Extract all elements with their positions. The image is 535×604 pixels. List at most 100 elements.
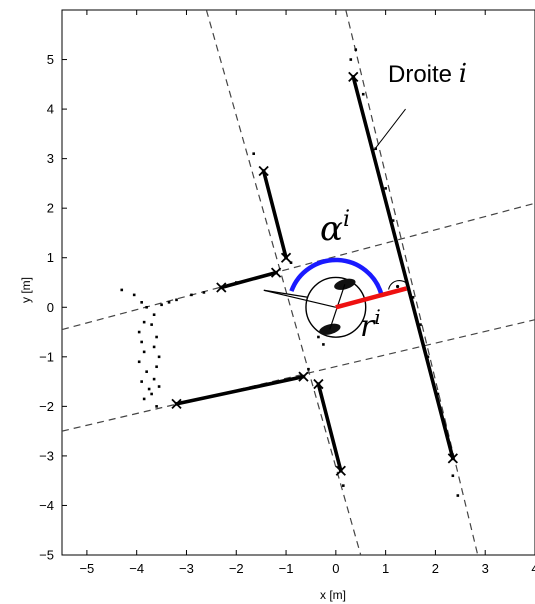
scan-point-27 — [202, 291, 206, 294]
dashed-line-0 — [205, 10, 362, 555]
r-label: ri — [360, 305, 381, 344]
endpoint-marker-2 — [258, 165, 269, 177]
r-segment — [335, 286, 408, 310]
tick-group: −5 −4 −3 −2 −1 0 1 2 3 4 5 4 3 2 1 0 −1 −2 −3 −4 −5 — [39, 10, 535, 576]
y-tick-label-9: −4 — [39, 498, 54, 513]
endpoint-marker-1 — [447, 453, 458, 464]
dashed-line-3 — [62, 319, 535, 432]
scan-point-34 — [384, 187, 387, 190]
scan-point-15 — [157, 385, 161, 388]
x-axis-label: x [m] — [320, 588, 346, 602]
scan-point-45 — [322, 343, 325, 346]
alpha-label: αi — [320, 207, 350, 249]
scan-point-26 — [190, 293, 193, 297]
y-tick-label-5: 0 — [47, 300, 54, 315]
scan-point-8 — [137, 360, 141, 364]
scan-point-17 — [155, 365, 158, 369]
scan-point-40 — [436, 392, 440, 396]
plot-frame — [61, 9, 535, 556]
scan-point-5 — [137, 330, 141, 334]
scan-point-3 — [145, 305, 148, 309]
x-tick-label-7: 2 — [432, 561, 439, 576]
x-tick-label-0: −5 — [79, 561, 94, 576]
endpoint-marker-6 — [171, 398, 182, 410]
endpoint-marker-4 — [216, 282, 227, 293]
scan-point-42 — [451, 474, 455, 478]
scan-point-38 — [419, 323, 422, 326]
endpoint-marker-3 — [280, 252, 292, 263]
scan-point-46 — [342, 484, 345, 487]
scan-point-11 — [147, 387, 151, 391]
endpoint-marker-7 — [298, 371, 309, 382]
x-tick-label-9: 4 — [531, 561, 535, 576]
segment-0 — [351, 75, 455, 461]
right-angle-dot — [395, 284, 400, 289]
robot-heading-line — [263, 289, 336, 308]
segment-4 — [316, 382, 343, 473]
scan-point-13 — [155, 405, 158, 408]
y-tick-label-4: 1 — [47, 250, 54, 265]
robot-pointer-line — [263, 289, 308, 298]
dashed-line-2 — [62, 202, 535, 331]
scan-point-47 — [307, 367, 310, 371]
segment-group — [174, 75, 455, 473]
y-tick-label-8: −3 — [39, 448, 54, 463]
scan-point-49 — [289, 261, 293, 264]
robot-group — [263, 257, 410, 338]
endpoint-marker-8 — [313, 378, 324, 390]
scan-point-31 — [349, 58, 353, 61]
y-tick-label-7: −2 — [39, 399, 54, 414]
segment-2 — [219, 270, 278, 290]
y-tick-label-0: 5 — [47, 52, 54, 67]
x-tick-label-2: −3 — [179, 561, 194, 576]
scan-point-2 — [140, 301, 143, 304]
scan-point-22 — [152, 313, 156, 317]
scan-point-43 — [456, 494, 460, 497]
scan-point-18 — [157, 355, 161, 359]
scan-point-21 — [150, 323, 153, 326]
scan-point-30 — [354, 48, 358, 51]
scan-point-20 — [155, 335, 158, 339]
y-tick-label-2: 3 — [47, 151, 54, 166]
scan-point-48 — [252, 152, 255, 155]
scan-point-4 — [142, 320, 146, 324]
scan-point-25 — [175, 298, 178, 302]
y-axis-label: y [m] — [19, 277, 33, 303]
droite-leader-line — [372, 108, 406, 152]
scan-point-0 — [120, 288, 124, 292]
scan-point-44 — [317, 335, 320, 339]
endpoint-marker-9 — [335, 465, 346, 476]
scan-point-10 — [140, 380, 143, 383]
scan-point-32 — [361, 92, 365, 96]
y-tick-label-1: 4 — [47, 102, 54, 117]
alpha-arc — [289, 257, 384, 296]
scan-point-12 — [142, 397, 146, 401]
scan-point-35 — [391, 219, 395, 222]
scan-point-24 — [167, 301, 171, 304]
scan-point-1 — [132, 293, 136, 297]
segment-3 — [174, 374, 306, 406]
y-tick-label-10: −5 — [39, 548, 54, 563]
robot-body — [305, 276, 367, 338]
x-tick-label-1: −4 — [129, 561, 144, 576]
scan-point-9 — [145, 370, 148, 373]
scan-point-16 — [152, 377, 156, 381]
scan-point-6 — [140, 340, 143, 344]
scan-point-19 — [152, 345, 156, 349]
droite-label: Droite i — [388, 59, 467, 89]
dashed-line-group — [62, 10, 535, 555]
dashed-line-1 — [345, 10, 479, 555]
endpoint-marker-5 — [270, 267, 282, 278]
scan-point-14 — [150, 392, 153, 396]
x-tick-label-8: 3 — [482, 561, 489, 576]
scan-point-37 — [411, 296, 415, 299]
endpoint-marker-0 — [348, 71, 359, 83]
endpoint-group — [171, 71, 458, 476]
y-tick-label-6: −1 — [39, 349, 54, 364]
x-tick-label-6: 1 — [382, 561, 389, 576]
x-tick-label-3: −2 — [229, 561, 244, 576]
x-tick-label-5: 0 — [332, 561, 339, 576]
segment-1 — [261, 169, 288, 260]
scan-point-7 — [142, 350, 146, 354]
